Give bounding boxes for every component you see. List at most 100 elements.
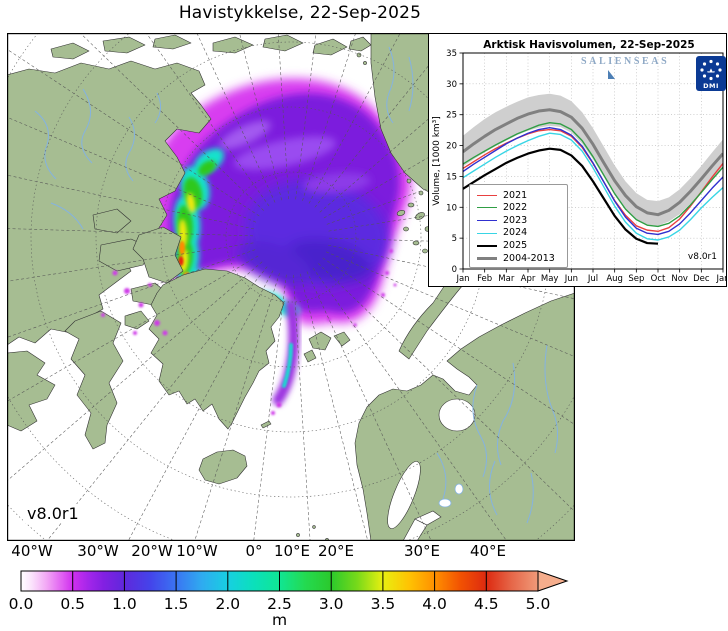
dmi-logo: DMI xyxy=(696,56,726,91)
legend-entry: 2025 xyxy=(477,239,567,252)
land-faroe xyxy=(296,533,300,537)
legend-line-swatch xyxy=(477,207,497,209)
land-top-island xyxy=(212,36,254,54)
x-tick-label: Jun xyxy=(564,274,578,284)
longitude-label: 30°E xyxy=(403,542,441,560)
legend-label: 2004-2013 xyxy=(503,252,555,264)
series-2004-2013 xyxy=(463,108,723,217)
x-tick-label: Jan xyxy=(455,274,469,284)
longitude-label: 10°E xyxy=(273,542,311,560)
legend-entry: 2022 xyxy=(477,202,567,215)
legend-label: 2021 xyxy=(503,189,528,201)
y-tick-label: 25 xyxy=(446,111,457,121)
legend-label: 2022 xyxy=(503,202,528,214)
series-2025 xyxy=(463,147,659,245)
ice-streak xyxy=(234,136,336,170)
land-jan-mayen xyxy=(260,420,272,429)
longitude-label: 30°W xyxy=(77,542,119,560)
chart-series-area xyxy=(463,93,723,245)
colorbar-tick-label: 3.5 xyxy=(371,595,396,613)
legend-line-swatch xyxy=(477,219,497,221)
land-labrador xyxy=(8,350,56,432)
legend-label: 2024 xyxy=(503,227,528,239)
land-iceland xyxy=(198,449,248,485)
climatology-band xyxy=(463,93,723,226)
thickness-colorbar: 0.0 0.5 1.0 1.5 2.0 2.5 3.0 3.5 4.0 4.5 5.0 m xyxy=(9,570,569,629)
longitude-label: 40°E xyxy=(469,542,507,560)
land-islet xyxy=(363,61,367,65)
land-shetland xyxy=(312,525,316,529)
y-tick-label: 10 xyxy=(446,203,457,213)
land-ellesmere-island xyxy=(132,226,184,284)
map-version-label: v8.0r1 xyxy=(23,504,83,523)
legend-entry: 2024 xyxy=(477,227,567,240)
ice-core-dark2 xyxy=(239,241,311,285)
land-top-island xyxy=(102,36,146,54)
legend-line-swatch xyxy=(477,256,497,260)
rivers xyxy=(34,46,559,524)
longitude-label: 40°W xyxy=(11,542,53,560)
colorbar-tick-label: 1.0 xyxy=(112,595,137,613)
land-baffin-island xyxy=(64,310,124,450)
legend-entry: 2004-2013 xyxy=(477,252,567,265)
land-svalbard xyxy=(333,331,351,347)
y-tick-label: 20 xyxy=(446,142,457,152)
x-tick-label: May xyxy=(541,274,559,284)
longitude-label: 10°W xyxy=(176,542,218,560)
land-top-island xyxy=(312,38,348,56)
colorbar-tick-label: 3.0 xyxy=(319,595,344,613)
x-tick-label: Mar xyxy=(498,274,515,284)
ice-tongue-cyan-core xyxy=(282,343,293,388)
white-sea xyxy=(438,398,476,432)
longitude-label: 20°W xyxy=(131,542,173,560)
colorbar-tick-label: 1.5 xyxy=(164,595,189,613)
ice-specks xyxy=(101,249,397,415)
lakes xyxy=(438,483,464,508)
colorbar-tick-label: 5.0 xyxy=(526,595,551,613)
longitude-label: 0° xyxy=(245,542,263,560)
x-tick-label: Feb xyxy=(477,274,492,284)
colorbar-overflow-arrow xyxy=(537,570,569,592)
ice-streak xyxy=(219,120,271,150)
ice-streak xyxy=(303,172,371,194)
y-axis-label: Volume, [1000 km³] xyxy=(432,116,442,206)
land-top-island xyxy=(50,42,90,60)
longitude-label: 20°E xyxy=(317,542,355,560)
series-2024 xyxy=(463,132,723,241)
land-svalbard xyxy=(303,349,317,363)
legend-label: 2025 xyxy=(503,239,528,251)
x-tick-label: Nov xyxy=(671,274,688,284)
dmi-logo-text: DMI xyxy=(703,82,719,90)
land-top-island xyxy=(262,34,304,52)
y-tick-label: 30 xyxy=(446,80,457,90)
figure-title: Havistykkelse, 22-Sep-2025 xyxy=(178,3,422,23)
land-islet xyxy=(356,52,362,58)
colorbar-tick-label: 2.5 xyxy=(267,595,292,613)
legend-line-swatch xyxy=(477,244,497,247)
crown-icon xyxy=(707,68,715,73)
y-tick-label: 0 xyxy=(452,265,457,275)
series-2022 xyxy=(463,122,723,228)
inland-seas xyxy=(387,398,476,540)
colorbar-tick-label: 2.0 xyxy=(215,595,240,613)
colorbar-tick-label: 4.5 xyxy=(474,595,499,613)
land-svalbard xyxy=(308,331,332,351)
x-tick-label: Aug xyxy=(606,274,623,284)
y-tick-label: 35 xyxy=(446,49,457,59)
chart-legend: 2021 2022 2023 2024 2025 2004-2013 xyxy=(469,184,568,268)
land-banks-island xyxy=(92,208,132,234)
legend-line-swatch xyxy=(477,194,497,196)
series-2023 xyxy=(463,126,723,236)
colorbar-tick-label: 0.5 xyxy=(60,595,85,613)
x-tick-label: Dec xyxy=(693,274,710,284)
land-top-island xyxy=(152,34,192,50)
dmi-crest-icon xyxy=(700,59,722,81)
legend-label: 2023 xyxy=(503,214,528,226)
y-tick-label: 15 xyxy=(446,172,457,182)
legend-entry: 2023 xyxy=(477,214,567,227)
y-tick-label: 5 xyxy=(452,234,457,244)
colorbar-tick-label: 4.0 xyxy=(422,595,447,613)
land-small-island xyxy=(124,310,150,330)
